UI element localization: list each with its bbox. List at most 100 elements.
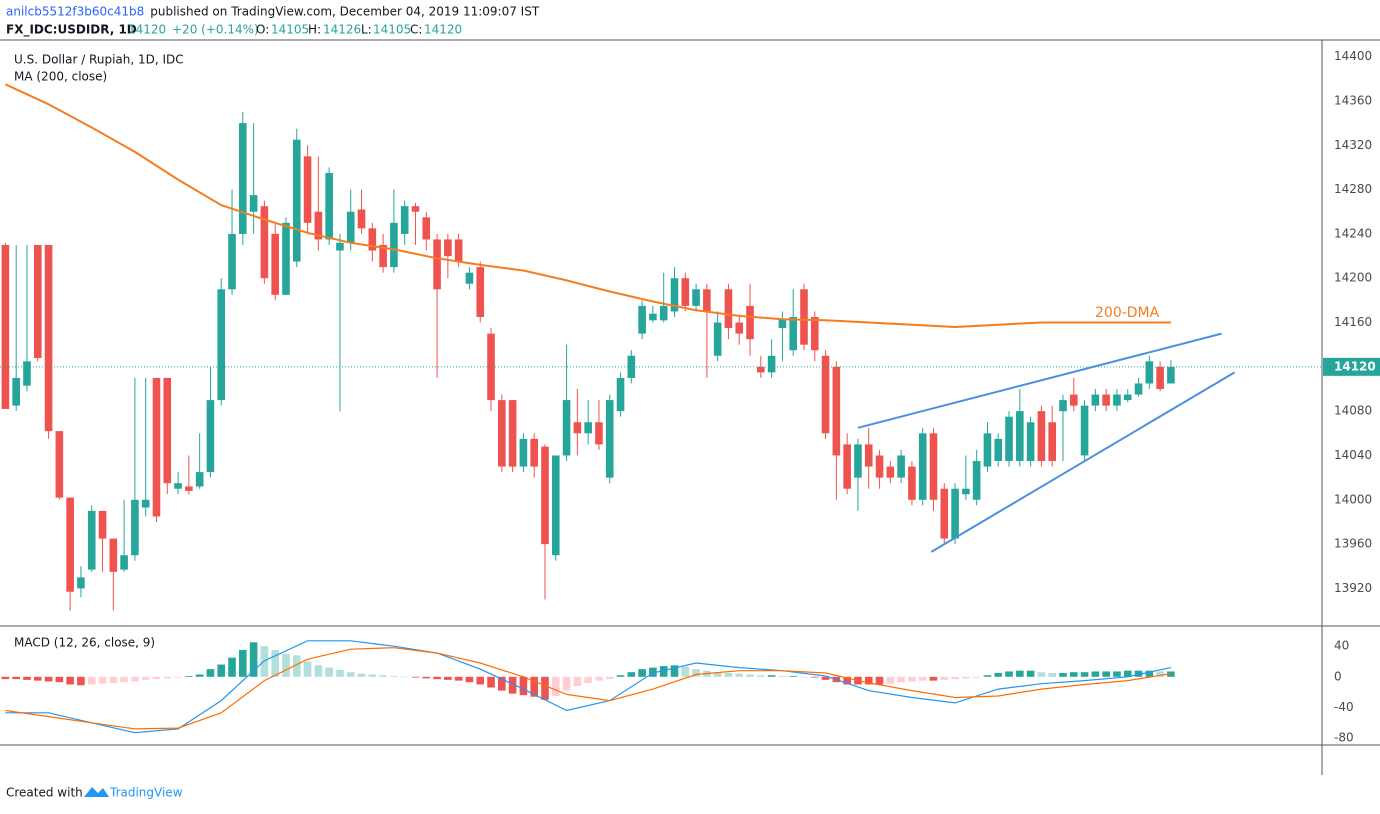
candle-body xyxy=(314,211,323,240)
published: published on TradingView.com, December 0… xyxy=(150,5,540,19)
candle-body xyxy=(195,472,204,487)
candle-body xyxy=(616,377,625,412)
histogram-bar xyxy=(120,676,128,683)
candle-body xyxy=(325,172,333,240)
publisher[interactable]: anilcb5512f3b60c41b8 xyxy=(6,5,144,19)
histogram-bar xyxy=(1005,671,1013,677)
candle-body xyxy=(519,438,528,467)
candle-body xyxy=(908,466,916,500)
candle-body xyxy=(951,488,959,539)
candle-body xyxy=(1145,361,1154,384)
histogram-bar xyxy=(379,675,387,677)
histogram-bar xyxy=(33,676,42,681)
histogram-bar xyxy=(649,667,657,677)
candle-body xyxy=(77,577,85,589)
candle-body xyxy=(864,444,873,467)
candle-body xyxy=(929,433,938,500)
histogram-bar xyxy=(692,669,700,677)
candle-body xyxy=(584,422,592,434)
y-tick-label: 13960 xyxy=(1334,537,1372,551)
candle-body xyxy=(87,510,96,570)
candle-body xyxy=(821,355,830,434)
y-tick-label: 14000 xyxy=(1334,492,1372,506)
labels: anilcb5512f3b60c41b8 published on Tradin… xyxy=(6,5,1380,800)
histogram-bar xyxy=(1069,672,1078,677)
histogram-bar xyxy=(422,676,431,679)
candle-body xyxy=(854,444,862,478)
histogram-bar xyxy=(875,676,884,685)
candle-body xyxy=(1005,416,1013,462)
candle-body xyxy=(562,400,571,456)
histogram-bar xyxy=(918,676,927,681)
y-tick-label: 14080 xyxy=(1334,404,1372,418)
candle-body xyxy=(411,206,420,212)
candle-body xyxy=(260,206,269,279)
trendline xyxy=(857,332,1222,429)
marks xyxy=(0,83,1322,734)
candle-body xyxy=(141,499,150,508)
candle-body xyxy=(498,400,506,467)
footer-created: Created with xyxy=(6,786,83,800)
candle-body xyxy=(778,319,787,329)
histogram-bar xyxy=(724,672,733,677)
candle-body xyxy=(627,355,636,378)
candle-body xyxy=(55,431,64,498)
candle-body xyxy=(832,366,841,456)
histogram-bar xyxy=(98,676,107,684)
histogram-bar xyxy=(12,676,20,680)
candle-body xyxy=(1048,422,1057,462)
symbol: FX_IDC:USDIDR, 1D xyxy=(6,23,137,38)
histogram-bar xyxy=(638,669,646,677)
candle-body xyxy=(1102,394,1110,406)
candle-body xyxy=(292,139,301,262)
y-tick-label: 14240 xyxy=(1334,226,1372,240)
candle-body xyxy=(1016,411,1024,462)
candle-body xyxy=(757,366,765,373)
candle-body xyxy=(789,316,797,351)
histogram-bar xyxy=(44,676,53,682)
y-tick-label: 0 xyxy=(1334,669,1342,683)
histogram-bar xyxy=(1156,671,1164,677)
histogram-bar xyxy=(972,676,981,678)
candle-body xyxy=(843,444,851,489)
c: 14120 xyxy=(424,23,462,37)
candle-body xyxy=(33,244,42,358)
histogram-bar xyxy=(994,672,1003,677)
histogram-bar xyxy=(195,674,204,677)
histogram-bar xyxy=(239,649,247,677)
histogram-bar xyxy=(23,676,31,680)
candle-body xyxy=(638,305,646,334)
candle-body xyxy=(66,497,74,592)
histogram-bar xyxy=(843,676,851,685)
histogram-bar xyxy=(271,649,279,677)
last: 14120 xyxy=(128,23,166,37)
candle-body xyxy=(1113,394,1121,406)
footer-brand[interactable]: TradingView xyxy=(109,786,183,800)
candle-body xyxy=(131,499,139,556)
ma-legend: MA (200, close) xyxy=(14,70,107,84)
candle-body xyxy=(692,289,700,306)
histogram-bar xyxy=(983,675,992,677)
histogram-bar xyxy=(746,674,754,677)
y-tick-label: -80 xyxy=(1334,731,1354,745)
histogram-bar xyxy=(55,676,64,683)
candle-body xyxy=(530,438,538,467)
histogram-bar xyxy=(962,676,970,679)
annotation: 200-DMA xyxy=(1095,305,1160,321)
candle-body xyxy=(346,211,355,243)
c-label: C: xyxy=(410,23,422,37)
y-tick-label: 14360 xyxy=(1334,93,1372,107)
candle-body xyxy=(422,217,431,240)
candle-body xyxy=(735,322,744,334)
histogram-bar xyxy=(390,676,398,677)
histogram-bar xyxy=(757,675,765,677)
candle-body xyxy=(508,400,517,467)
candle-body xyxy=(379,244,387,268)
candle-body xyxy=(940,488,949,539)
histogram-bar xyxy=(1016,670,1024,677)
y-tick-label: 14320 xyxy=(1334,138,1372,152)
histogram-bar xyxy=(217,664,226,677)
candle-body xyxy=(1,244,10,409)
pane-title: U.S. Dollar / Rupiah, 1D, IDC xyxy=(14,53,184,67)
histogram-bar xyxy=(433,676,441,680)
